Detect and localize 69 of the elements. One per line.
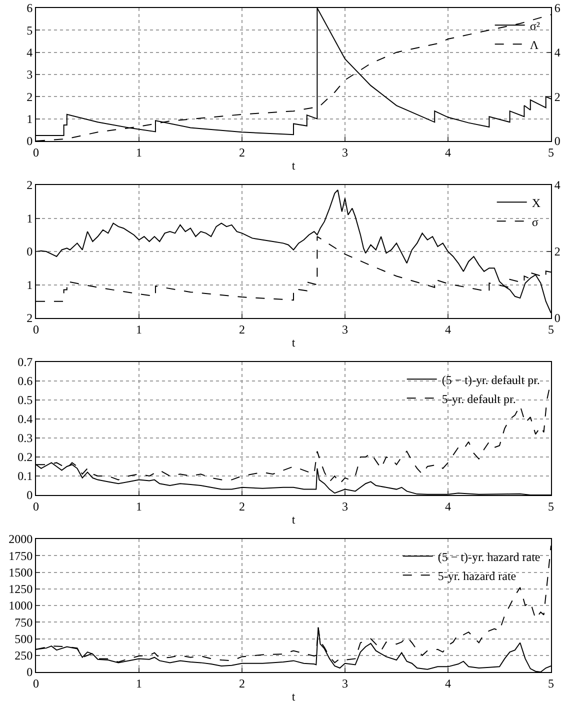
x-tick-label: 5 [548,145,554,160]
y-tick-label: 250 [14,648,33,663]
legend-label: σ [532,214,539,229]
x-tick-label: 1 [136,145,142,160]
y-tick-label: 0 [26,244,33,259]
y-tick-label: 1 [26,211,33,226]
x-tick-label: 4 [445,322,451,336]
y2-tick-label: 4 [554,46,560,60]
x-tick-label: 4 [445,499,451,514]
y-tick-label: 0.6 [18,374,33,388]
x-axis-title: t [292,335,296,350]
y-tick-label: 0 [26,134,33,148]
y2-tick-label: 6 [554,1,560,16]
y-tick-label: 6 [26,1,33,16]
y-tick-label: 0 [26,488,33,502]
y-tick-label: 3 [26,68,33,82]
x-tick-label: 4 [445,145,451,160]
y-tick-label: 0.4 [18,412,33,426]
legend-label: X [532,196,541,210]
y-tick-label: 2 [26,90,33,104]
x-tick-label: 3 [342,322,348,336]
legend-label: 5-yr. default pr. [442,392,516,406]
y-tick-label: 4 [26,46,33,60]
x-tick-label: 2 [239,322,245,336]
x-tick-label: 1 [136,499,142,514]
y-tick-label: 0.1 [18,469,33,484]
x-tick-label: 3 [342,676,348,690]
y2-tick-label: 4 [554,178,560,192]
y-tick-label: 500 [14,632,33,646]
x-axis-title: t [292,689,296,704]
y-tick-label: 1500 [8,565,33,580]
x-tick-label: 2 [239,499,245,514]
y2-tick-label: 2 [554,90,560,104]
legend-label: 5-yr. hazard rate [438,568,516,583]
y-tick-label: 5 [26,23,33,38]
x-tick-label: 5 [548,676,554,690]
y-tick-label: 0.7 [18,355,33,370]
x-axis-title: t [292,512,296,526]
y-tick-label: 2000 [8,532,33,546]
y2-tick-label: 2 [554,244,560,259]
x-tick-label: 4 [445,676,451,690]
y-tick-label: 750 [14,615,33,630]
y-tick-label: 0.2 [18,450,33,464]
x-tick-label: 3 [342,499,348,514]
legend-label: (5 − t)-yr. hazard rate [438,550,540,564]
legend-label: Λ [530,38,539,52]
y-tick-label: 1250 [8,582,33,596]
legend-label: (5 − t)-yr. default pr. [442,372,540,387]
x-tick-label: 2 [239,676,245,690]
y-tick-label: 1 [26,112,33,126]
y-tick-label: 0 [26,665,33,680]
y-tick-label: 2 [26,311,33,326]
legend-label: σ² [530,18,540,33]
x-tick-label: 3 [342,145,348,160]
x-tick-label: 1 [136,322,142,336]
y-tick-label: 2 [26,178,33,192]
y-tick-label: 1000 [8,598,33,613]
x-tick-label: 1 [136,676,142,690]
x-tick-label: 5 [548,499,554,514]
x-tick-label: 2 [239,145,245,160]
y-tick-label: 1 [26,278,33,292]
y-tick-label: 1750 [8,548,33,563]
y2-tick-label: 0 [554,134,560,148]
y-tick-label: 0.3 [18,431,33,446]
line-series [36,189,551,314]
y-tick-label: 0.5 [18,393,33,408]
y2-tick-label: 0 [554,311,560,326]
x-axis-title: t [292,158,296,172]
x-tick-label: 5 [548,322,554,336]
